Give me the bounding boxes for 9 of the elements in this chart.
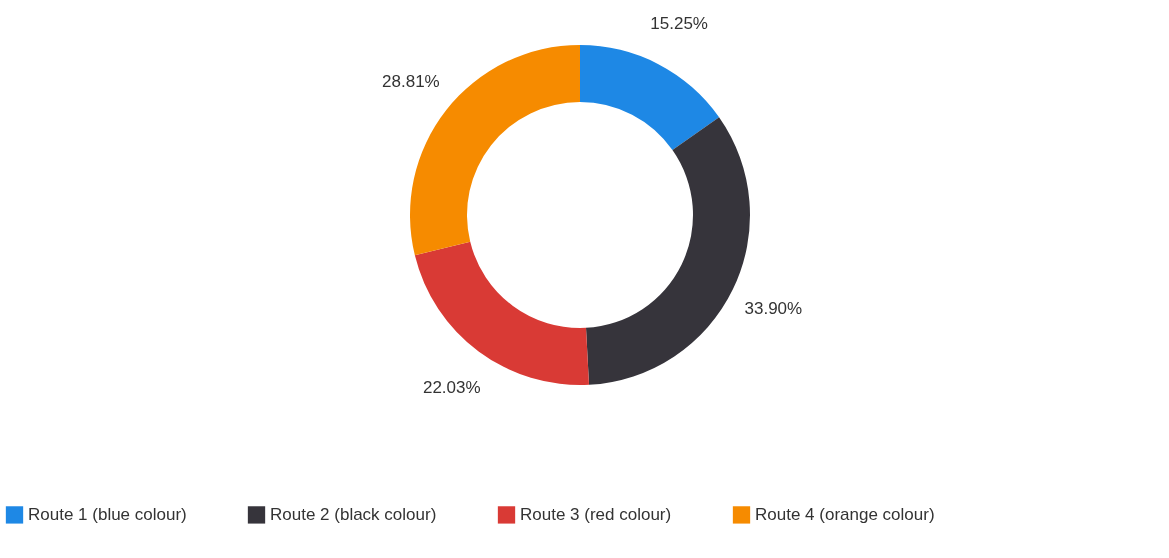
data-label: 33.90% — [744, 299, 803, 319]
data-label: 28.81% — [382, 72, 440, 92]
legend-label: Route 4 (orange colour) — [755, 504, 935, 524]
legend-label: Route 2 (black colour) — [270, 504, 437, 524]
legend-label: Route 1 (blue colour) — [28, 504, 187, 524]
data-label: 22.03% — [422, 377, 481, 397]
legend-label: Route 3 (red colour) — [520, 504, 672, 524]
data-label: 15.25% — [650, 14, 708, 34]
donut-slice — [580, 45, 720, 151]
